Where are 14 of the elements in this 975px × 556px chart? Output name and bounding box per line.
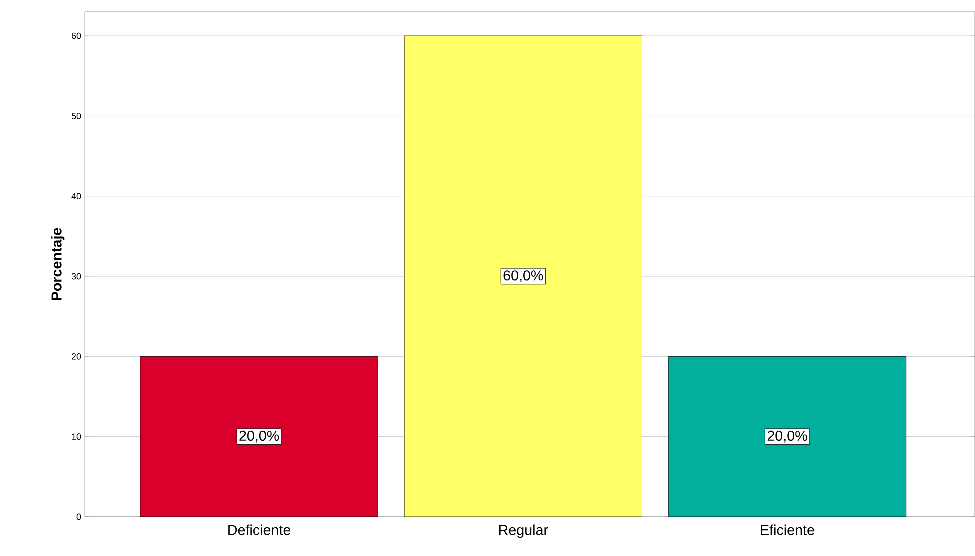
x-tick-label: Regular: [499, 524, 548, 538]
y-tick-label: 30: [72, 273, 82, 280]
y-tick-label: 20: [72, 353, 82, 360]
y-tick-label: 40: [72, 193, 82, 200]
y-tick-label: 0: [76, 514, 82, 520]
y-tick-label: 50: [72, 113, 82, 120]
data-label: 20,0%: [240, 430, 280, 443]
x-tick-label: Deficiente: [228, 524, 291, 536]
y-axis-title: Porcentaje: [51, 228, 65, 300]
data-label: 60,0%: [504, 270, 544, 282]
x-tick-label: Eficiente: [761, 524, 814, 536]
y-tick-label: 10: [72, 434, 82, 440]
y-tick-label: 60: [72, 32, 82, 40]
data-label: 20,0%: [768, 430, 808, 443]
